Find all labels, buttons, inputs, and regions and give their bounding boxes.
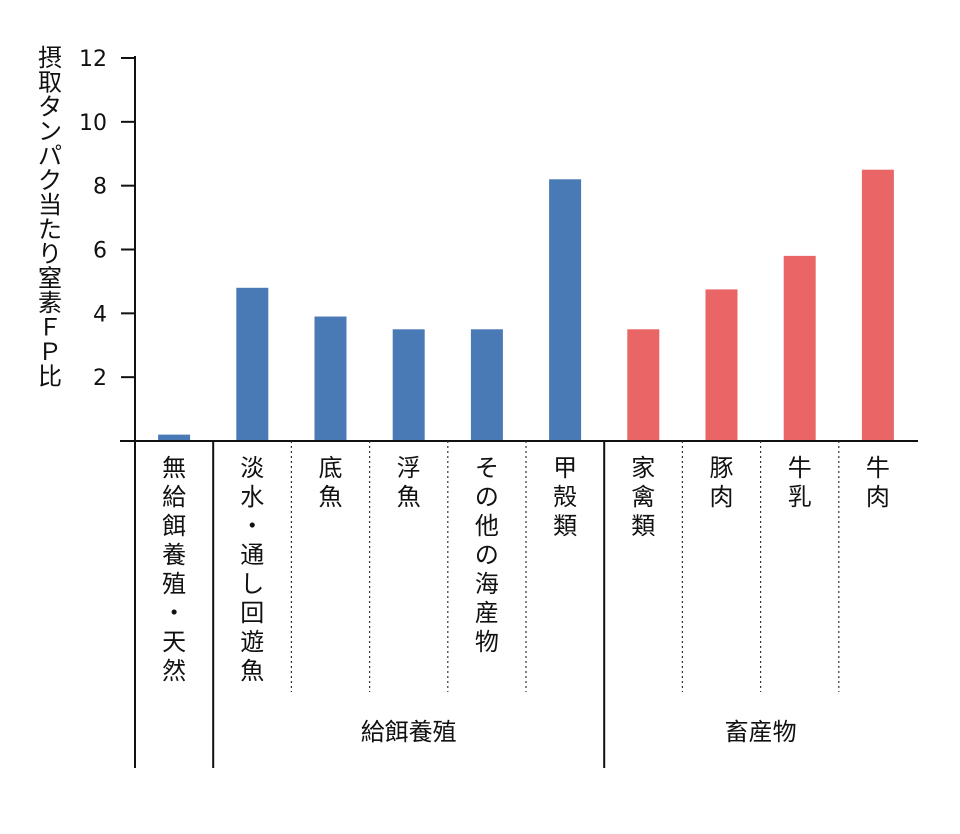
y-tick-label: 8 <box>93 175 107 200</box>
y-axis-label-char: 取 <box>38 69 62 97</box>
y-tick-label: 10 <box>79 111 107 136</box>
category-label-char: 魚 <box>397 483 421 511</box>
category-label-char: 浮 <box>397 454 421 482</box>
category-label-char: 殖 <box>162 570 186 598</box>
category-label-char: 餌 <box>162 512 186 540</box>
group-label: 給餌養殖 <box>361 718 457 746</box>
y-axis-label-char: パ <box>38 142 62 170</box>
category-label-char: ・ <box>162 599 186 627</box>
bar <box>392 329 425 441</box>
category-label-char: ・ <box>240 512 264 540</box>
y-axis-label-char: 窒 <box>38 265 62 293</box>
category-label-char: 禽 <box>631 483 655 511</box>
y-axis-label-char: Ｐ <box>38 338 62 366</box>
category-label-char: 類 <box>631 512 655 540</box>
y-tick-label: 12 <box>79 47 107 72</box>
bar <box>861 169 894 442</box>
y-axis: 2 4 6 8 10 12 <box>79 47 136 441</box>
category-label-char: 牛 <box>788 454 812 482</box>
category-label-char: 水 <box>240 483 264 511</box>
y-axis-label-char: 摂 <box>38 44 62 72</box>
category-label: 底魚 <box>319 454 343 511</box>
y-axis-label-char: ク <box>38 167 62 195</box>
category-label-char: 給 <box>162 483 186 511</box>
y-axis-label-char: り <box>38 240 62 268</box>
category-label-char: 肉 <box>710 483 734 511</box>
y-axis-label-char: ン <box>38 118 62 146</box>
category-label: 牛乳 <box>788 454 812 511</box>
category-label-char: 然 <box>162 657 186 685</box>
category-label-char: 魚 <box>319 483 343 511</box>
bar <box>158 434 191 441</box>
bar <box>470 329 503 441</box>
bar <box>627 329 660 441</box>
y-axis-label-char: 比 <box>38 363 62 391</box>
x-axis <box>120 440 918 768</box>
category-label: 甲殻類 <box>553 454 577 540</box>
bar <box>783 255 816 441</box>
category-label-char: 遊 <box>240 628 264 656</box>
category-label-char: 天 <box>162 628 186 656</box>
category-label-char: 通 <box>240 541 264 569</box>
category-label-char: 甲 <box>553 454 577 482</box>
category-label: 家禽類 <box>631 454 655 540</box>
category-label-char: 豚 <box>710 454 734 482</box>
bar <box>705 289 738 441</box>
y-axis-label-char: た <box>38 216 62 244</box>
y-axis-label-char: 当 <box>38 191 62 219</box>
category-label: 豚肉 <box>710 454 734 511</box>
category-label-char: 養 <box>162 541 186 569</box>
group-labels: 給餌養殖 畜産物 <box>361 718 797 746</box>
category-label-char: 淡 <box>240 454 264 482</box>
category-label: 牛肉 <box>866 454 890 511</box>
category-label-char: 家 <box>631 454 655 482</box>
category-label-char: 乳 <box>788 483 812 511</box>
category-label-char: 魚 <box>240 657 264 685</box>
y-axis-label-char: Ｆ <box>38 314 62 342</box>
category-label-char: 海 <box>475 570 499 598</box>
y-tick-label: 6 <box>93 239 107 264</box>
y-tick-label: 2 <box>93 366 107 391</box>
category-label-char: 無 <box>162 454 186 482</box>
category-label-char: 回 <box>240 599 264 627</box>
category-label-char: の <box>475 541 499 569</box>
category-label-char: 牛 <box>866 454 890 482</box>
y-axis-label-char: 素 <box>38 289 62 317</box>
category-label-char: そ <box>475 454 499 482</box>
category-label-char: 産 <box>475 599 499 627</box>
category-label-char: 類 <box>553 512 577 540</box>
category-label-char: 肉 <box>866 483 890 511</box>
bar <box>314 316 347 441</box>
category-label: 浮魚 <box>397 454 421 511</box>
bar <box>236 287 269 441</box>
category-label-char: し <box>240 570 264 598</box>
y-tick-label: 4 <box>93 302 107 327</box>
bar <box>549 179 582 442</box>
category-label-char: 底 <box>319 454 343 482</box>
category-label-char: 他 <box>475 512 499 540</box>
category-label-char: の <box>475 483 499 511</box>
group-label: 畜産物 <box>725 718 797 746</box>
category-label-char: 物 <box>475 628 499 656</box>
y-axis-label-char: タ <box>38 93 62 121</box>
bars <box>158 169 894 442</box>
category-label-char: 殻 <box>553 483 577 511</box>
